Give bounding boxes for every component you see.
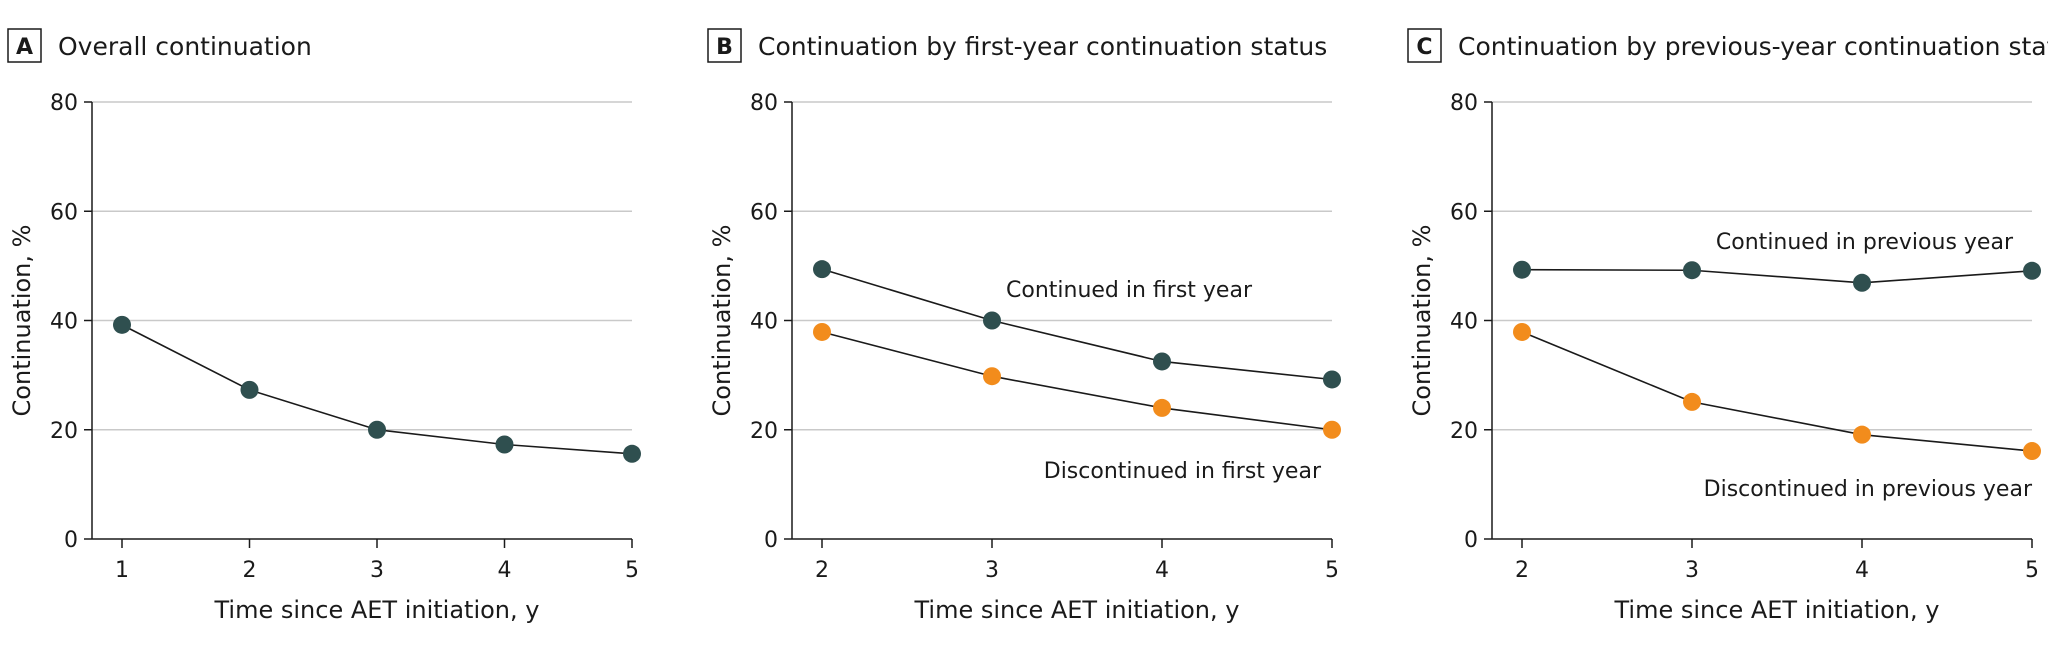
- y-tick-label: 60: [750, 200, 778, 225]
- panel-badge: [707, 28, 742, 63]
- x-tick-label: 2: [1515, 558, 1529, 583]
- data-point: [1683, 261, 1701, 280]
- x-tick-label: 4: [1855, 558, 1869, 583]
- y-tick-label: 80: [1450, 91, 1478, 116]
- x-tick-label: 3: [1685, 558, 1699, 583]
- data-point: [983, 311, 1001, 330]
- x-tick-label: 2: [243, 558, 257, 583]
- data-point: [1853, 425, 1871, 444]
- series-label: Discontinued in previous year: [1704, 477, 2033, 502]
- panel-letter: C: [1416, 35, 1432, 60]
- x-axis-label: Time since AET initiation, y: [214, 596, 540, 624]
- y-tick-label: 0: [64, 528, 78, 553]
- data-point: [113, 315, 131, 334]
- x-tick-label: 2: [815, 558, 829, 583]
- y-tick-label: 20: [50, 419, 78, 444]
- y-tick-label: 0: [764, 528, 778, 553]
- panel-b: B Continuation by first-year continuation…: [707, 28, 1341, 624]
- data-point: [2023, 261, 2041, 280]
- panel-letter: B: [716, 35, 733, 60]
- x-axis-label: Time since AET initiation, y: [914, 596, 1240, 624]
- panel-letter: A: [16, 35, 33, 60]
- x-tick-label: 5: [1325, 558, 1339, 583]
- series-line: [1521, 268, 2033, 284]
- data-point: [1853, 273, 1871, 292]
- panel-badge: [7, 28, 42, 63]
- data-point: [1153, 352, 1171, 371]
- panel-title: Continuation by first-year continuation …: [758, 32, 1327, 61]
- data-point: [623, 444, 641, 463]
- data-point: [813, 322, 831, 341]
- data-point: [2023, 442, 2041, 461]
- data-point: [1513, 260, 1531, 279]
- panel-title: Overall continuation: [58, 32, 312, 61]
- data-point: [368, 420, 386, 439]
- y-tick-label: 40: [50, 310, 78, 335]
- data-point: [813, 260, 831, 279]
- panel-title: Continuation by previous-year continuati…: [1458, 32, 2048, 61]
- y-tick-label: 40: [750, 310, 778, 335]
- panel-a: A Overall continuation 0 20 40 60 80 1 2 3 4 5 Time …: [7, 28, 641, 624]
- y-tick-label: 60: [50, 200, 78, 225]
- y-tick-label: 80: [750, 91, 778, 116]
- series-label: Continued in first year: [1006, 278, 1253, 303]
- data-point: [240, 380, 259, 399]
- y-axis-label: Continuation, %: [8, 225, 36, 417]
- x-tick-label: 4: [1155, 558, 1169, 583]
- data-point: [983, 367, 1001, 386]
- series-label: Discontinued in first year: [1044, 459, 1322, 484]
- panel-badge: [1407, 28, 1442, 63]
- x-tick-label: 5: [2025, 558, 2039, 583]
- data-point: [1323, 370, 1341, 389]
- series-line: [821, 268, 1333, 381]
- y-tick-label: 60: [1450, 200, 1478, 225]
- x-tick-label: 3: [370, 558, 384, 583]
- data-point: [1513, 322, 1531, 341]
- panel-c: C Continuation by previous-year continuat…: [1407, 28, 2048, 624]
- data-point: [1323, 420, 1341, 439]
- data-point: [495, 435, 514, 454]
- x-tick-label: 5: [625, 558, 639, 583]
- y-axis-label: Continuation, %: [1408, 225, 1436, 417]
- data-point: [1153, 398, 1171, 417]
- y-axis-label: Continuation, %: [708, 225, 736, 417]
- x-tick-label: 1: [115, 558, 129, 583]
- y-tick-label: 20: [750, 419, 778, 444]
- x-axis-label: Time since AET initiation, y: [1614, 596, 1940, 624]
- series-line: [1521, 331, 2033, 452]
- series-line: [821, 331, 1333, 431]
- y-tick-label: 80: [50, 91, 78, 116]
- x-tick-label: 4: [498, 558, 512, 583]
- y-tick-label: 40: [1450, 310, 1478, 335]
- y-tick-label: 0: [1464, 528, 1478, 553]
- data-point: [1683, 392, 1701, 411]
- x-tick-label: 3: [985, 558, 999, 583]
- y-tick-label: 20: [1450, 419, 1478, 444]
- series-label: Continued in previous year: [1716, 230, 2014, 255]
